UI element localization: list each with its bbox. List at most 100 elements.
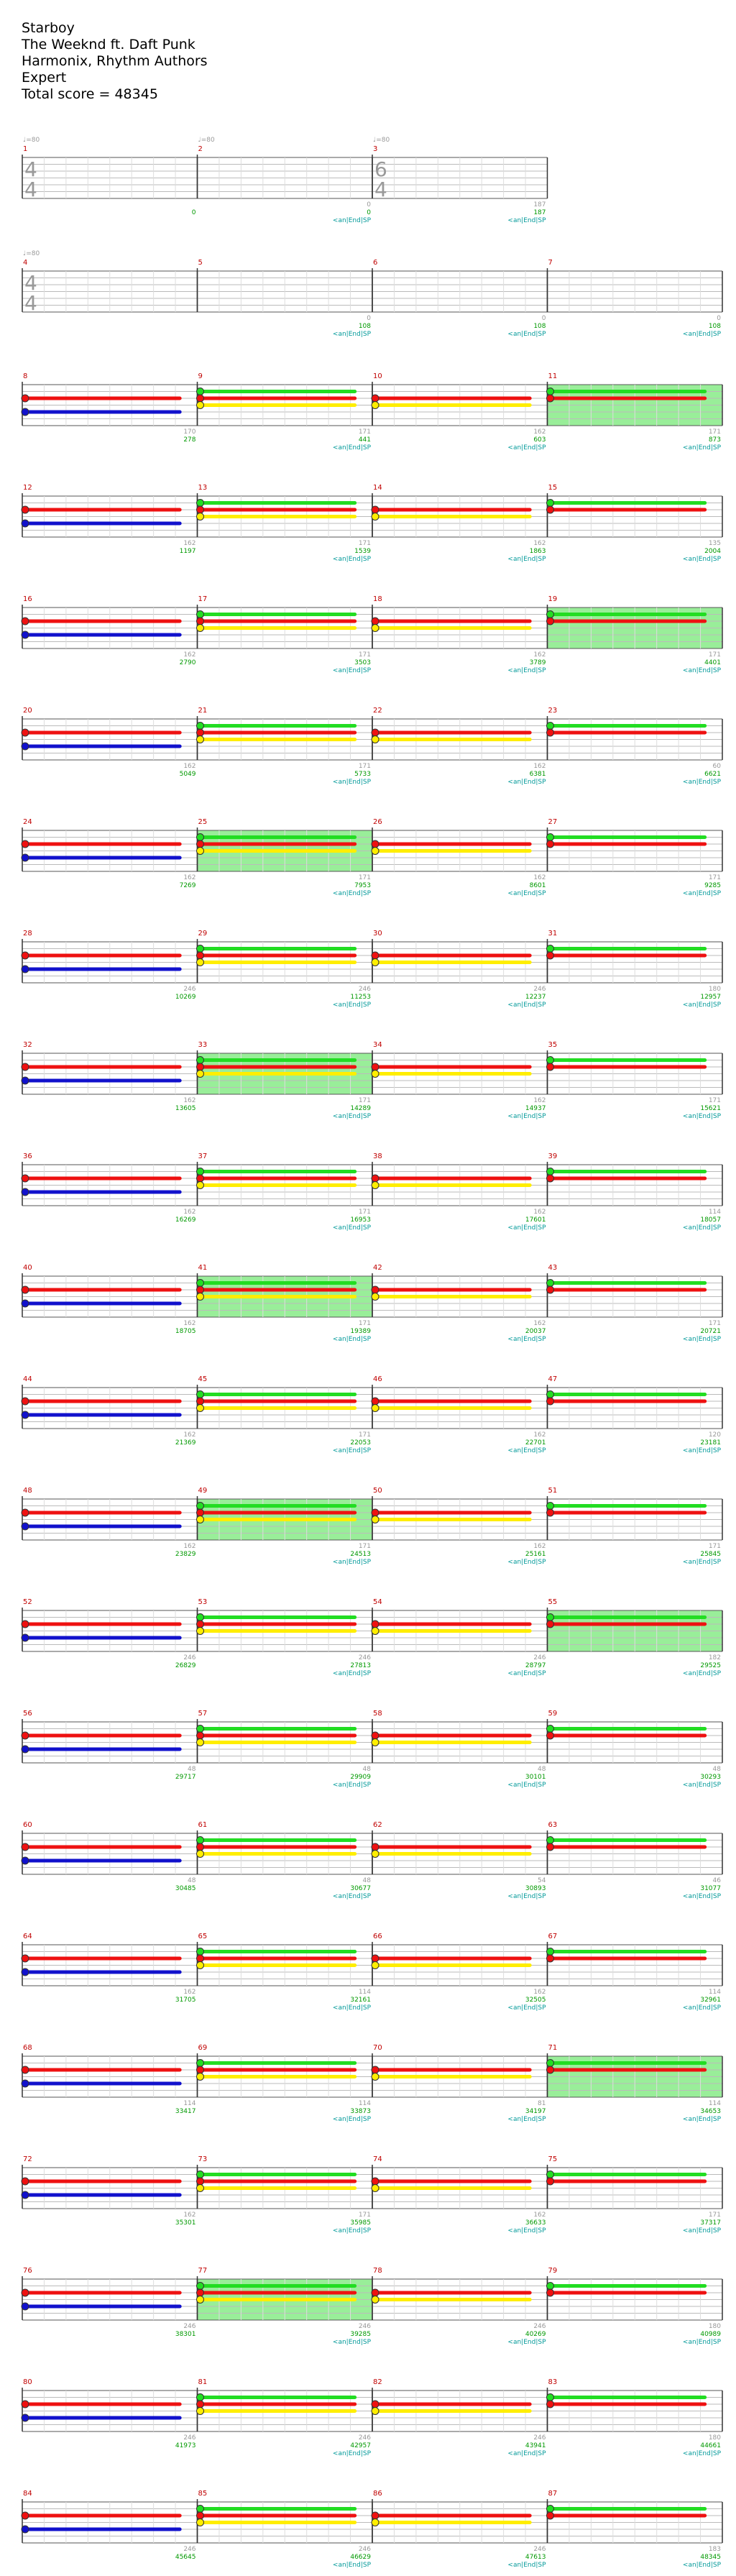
note-head [196,1174,204,1183]
note-head [371,847,380,855]
measure-number: 50 [373,1487,382,1495]
measure-score: 162 [533,763,546,770]
note-head [21,1285,29,1294]
running-score: 108 [709,323,721,330]
activation-label: <an|End|SP [683,1113,722,1120]
activation-label: <an|End|SP [683,1447,722,1454]
note-head [196,1502,204,1510]
running-score: 2004 [704,548,721,555]
measure-score: 171 [709,1097,721,1104]
note-head [371,1293,380,1301]
measure-score: 0 [542,315,546,322]
measure-score: 162 [533,428,546,436]
note-head [196,1397,204,1406]
measure-score: 171 [709,2211,721,2219]
note-head [546,2059,554,2067]
artist-name: The Weeknd ft. Daft Punk [22,37,196,52]
running-score: 8601 [530,882,546,889]
activation-label: <an|End|SP [683,331,722,338]
running-score: 23181 [700,1439,721,1447]
measure-score: 162 [533,1097,546,1104]
measure-score: 246 [183,2323,196,2330]
running-score: 1539 [354,548,371,555]
note-head [546,1948,554,1956]
note-head [371,1843,380,1851]
note-head [196,1613,204,1621]
note-head [546,1174,554,1183]
measure-score: 0 [367,315,371,322]
measure-number: 68 [23,2044,32,2052]
note-head [371,1620,380,1628]
measure-number: 65 [198,1933,208,1940]
running-score: 16953 [350,1216,371,1224]
note-head [196,2184,204,2192]
running-score: 3789 [530,659,546,666]
measure-score: 114 [709,1989,721,1996]
activation-label: <an|End|SP [507,2562,546,2569]
running-score: 12237 [525,994,546,1001]
note-head [371,951,380,960]
measure-score: 162 [183,763,196,770]
note-head [196,2393,204,2401]
note-head [21,1856,29,1865]
measure-number: 42 [373,1264,382,1272]
note-head [21,1843,29,1851]
activation-label: <an|End|SP [683,2339,722,2346]
measure-number: 45 [198,1375,208,1383]
measure-number: 86 [373,2490,382,2498]
measure-number: 30 [373,930,382,938]
note-head [21,1522,29,1531]
measure-score: 246 [183,2546,196,2553]
note-head [196,833,204,841]
note-head [21,2288,29,2297]
note-head [196,617,204,625]
measure-score: 162 [533,1320,546,1327]
measure-score: 162 [533,540,546,547]
note-head [196,2171,204,2178]
note-head [371,1627,380,1635]
charter-name: Harmonix, Rhythm Authors [22,53,208,69]
measure-number: 3 [373,145,377,153]
running-score: 47613 [525,2554,546,2561]
running-score: 38301 [175,2331,196,2338]
measure-number: 23 [548,707,558,715]
measure-number: 29 [198,930,208,938]
note-head [371,1508,380,1517]
note-head [546,2282,554,2290]
note-head [21,1063,29,1071]
running-score: 27813 [350,1662,371,1669]
time-signature-top: 4 [24,157,37,181]
note-head [371,1174,380,1183]
activation-label: <an|End|SP [333,217,372,224]
note-head [196,610,204,618]
measure-score: 171 [359,2211,371,2219]
time-signature-top: 6 [374,157,387,181]
measure-number: 71 [548,2044,558,2052]
measure-score: 171 [359,651,371,659]
measure-score: 182 [709,1654,721,1661]
note-head [546,722,554,730]
measure-score: 48 [188,1877,196,1884]
measure-number: 21 [198,707,208,715]
activation-label: <an|End|SP [333,444,372,452]
measure-score: 114 [359,2100,371,2107]
running-score: 30293 [700,1774,721,1781]
note-head [546,840,554,848]
measure-number: 59 [548,1710,558,1718]
measure-score: 0 [717,315,721,322]
running-score: 45645 [175,2554,196,2561]
note-head [196,2288,204,2297]
measure-score: 246 [533,2546,546,2553]
note-head [371,2288,380,2297]
measure-number: 79 [548,2267,558,2275]
note-head [546,610,554,618]
note-head [196,1843,204,1851]
measure-number: 27 [548,818,558,826]
note-head [371,624,380,632]
activation-label: <an|End|SP [683,2562,722,2569]
note-head [21,505,29,514]
running-score: 40269 [525,2331,546,2338]
measure-number: 82 [373,2378,382,2386]
note-head [196,728,204,737]
tempo-marker: ♩=80 [23,137,40,144]
